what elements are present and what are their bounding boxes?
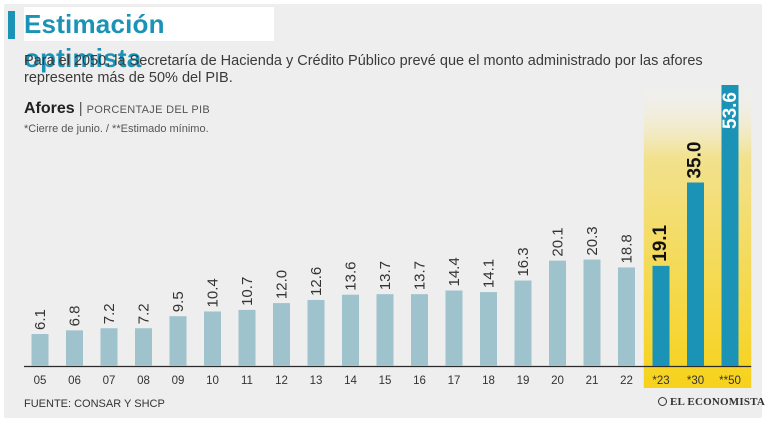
bar — [376, 294, 394, 366]
bar — [445, 290, 463, 366]
x-tick-label: 19 — [517, 375, 530, 387]
x-tick-label: 16 — [413, 375, 426, 387]
x-tick-label: 15 — [379, 375, 392, 387]
bar-value-label: 6.1 — [32, 309, 49, 330]
bar — [549, 260, 566, 366]
x-tick-label: 14 — [344, 375, 357, 387]
x-tick-label: **50 — [719, 375, 741, 387]
chart-heading: Afores | PORCENTAJE DEL PIB — [24, 100, 210, 118]
bar — [31, 334, 49, 366]
x-tick-label: 10 — [206, 375, 219, 387]
bar — [618, 267, 635, 366]
bar-value-label: 14.1 — [481, 259, 498, 288]
bar-value-label: 13.7 — [412, 261, 429, 290]
bar — [583, 259, 601, 366]
bar-value-label: 16.3 — [515, 247, 532, 276]
bar-value-label: 19.1 — [650, 224, 671, 261]
bar — [411, 294, 428, 366]
bar — [342, 294, 359, 366]
bar-value-label: 9.5 — [170, 291, 187, 312]
x-tick-label: 11 — [241, 375, 253, 387]
bar-value-label: 10.7 — [239, 277, 256, 306]
bar — [687, 182, 704, 366]
subtitle: Para el 2050, la Secretaría de Hacienda … — [24, 53, 703, 86]
bar-value-label: 13.7 — [377, 261, 394, 290]
x-tick-label: 13 — [310, 375, 323, 387]
x-tick-label: 05 — [34, 375, 47, 387]
x-tick-label: 08 — [137, 375, 150, 387]
bar — [238, 309, 256, 366]
bar-value-label: 7.2 — [136, 303, 153, 324]
bar-value-label: 7.2 — [101, 303, 118, 324]
bar-value-label: 20.3 — [584, 226, 601, 255]
bar-value-label: 14.4 — [446, 257, 463, 286]
x-tick-label: 12 — [275, 375, 288, 387]
bar — [514, 280, 532, 366]
bar — [307, 299, 325, 366]
bar-value-label: 53.6 — [720, 92, 741, 129]
bar — [721, 85, 739, 366]
x-tick-label: 18 — [482, 375, 495, 387]
separator: | — [78, 100, 83, 117]
bar — [169, 316, 187, 366]
bar — [652, 265, 670, 366]
bar — [100, 328, 118, 366]
x-tick-label: 09 — [172, 375, 185, 387]
page-title: Estimación optimista — [24, 7, 274, 73]
x-tick-label: *23 — [652, 375, 669, 387]
x-tick-label: 06 — [68, 375, 81, 387]
x-tick-label: 07 — [103, 375, 116, 387]
logo-text: EL ECONOMISTA — [670, 396, 765, 408]
bar-value-label: 20.1 — [550, 227, 567, 256]
x-tick-label: 20 — [551, 375, 564, 387]
bar-value-label: 6.8 — [67, 305, 84, 326]
bar-value-label: 12.6 — [308, 267, 325, 296]
bar — [273, 303, 290, 366]
bar-value-label: 12.0 — [274, 270, 291, 299]
bar-value-label: 35.0 — [685, 142, 706, 179]
bar — [66, 330, 83, 366]
bar-value-label: 10.4 — [205, 278, 222, 307]
publisher-logo: EL ECONOMISTA — [658, 396, 765, 408]
bar — [204, 311, 221, 366]
footnote: *Cierre de junio. / **Estimado mínimo. — [24, 123, 209, 135]
x-tick-label: *30 — [687, 375, 704, 387]
x-tick-label: 22 — [620, 375, 633, 387]
bar — [135, 328, 152, 366]
x-tick-label: 17 — [448, 375, 461, 387]
unit-label: PORCENTAJE DEL PIB — [86, 104, 210, 116]
bar — [480, 292, 497, 366]
source-note: FUENTE: CONSAR Y SHCP — [24, 398, 165, 410]
title-accent-bar — [8, 11, 15, 39]
logo-icon — [658, 397, 667, 406]
bar-value-label: 18.8 — [619, 234, 636, 263]
bar-value-label: 13.6 — [343, 261, 360, 290]
series-label: Afores — [24, 100, 75, 117]
x-tick-label: 21 — [586, 375, 599, 387]
